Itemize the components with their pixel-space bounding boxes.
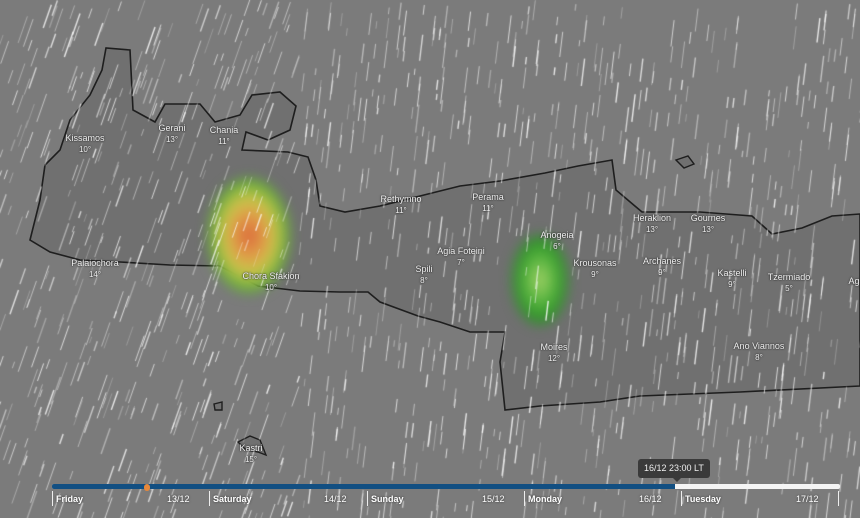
city-label[interactable]: Archanes 9° — [643, 256, 681, 278]
city-name: Gournes — [690, 213, 726, 223]
now-marker[interactable] — [144, 484, 150, 491]
city-label[interactable]: Gerani 13° — [158, 123, 185, 145]
city-name: Agia Foteini — [437, 246, 485, 256]
date-label: 14/12 — [324, 494, 347, 504]
city-temp: 13° — [165, 135, 179, 144]
city-temp: 11° — [482, 204, 494, 213]
city-name: Tzermiado — [767, 272, 811, 282]
city-name: Gerani — [158, 123, 186, 133]
date-label: 15/12 — [482, 494, 505, 504]
day-tick — [838, 491, 839, 506]
city-name: Kastelli — [717, 268, 747, 278]
city-name: Anogeia — [540, 230, 574, 240]
city-name: Perama — [472, 192, 504, 202]
city-label[interactable]: Kissamos 10° — [65, 133, 104, 155]
city-temp: 9° — [658, 268, 666, 277]
date-label: 13/12 — [167, 494, 190, 504]
city-name: Rethymno — [380, 194, 422, 204]
city-temp: 5° — [785, 284, 793, 293]
city-name: Krousonas — [573, 258, 617, 268]
day-tick — [52, 491, 53, 506]
city-temp: 8° — [755, 353, 763, 362]
city-name: Chania — [209, 125, 239, 135]
city-temp: 13° — [701, 225, 715, 234]
day-label[interactable]: Tuesday — [685, 494, 721, 504]
city-temp: 7° — [457, 258, 465, 267]
city-name: Kissamos — [65, 133, 105, 143]
city-temp: 8° — [420, 276, 428, 285]
city-label[interactable]: Kastelli 9° — [717, 268, 746, 290]
day-label[interactable]: Sunday — [371, 494, 404, 504]
city-label[interactable]: Anogeia 6° — [540, 230, 573, 252]
city-label[interactable]: Palaiochora 14° — [71, 258, 119, 280]
city-temp: 6° — [553, 242, 561, 251]
city-temp: 14° — [88, 270, 102, 279]
city-temp: 15° — [244, 455, 258, 464]
city-name: Agi — [848, 276, 860, 286]
city-name: Palaiochora — [71, 258, 119, 268]
date-label: 16/12 — [639, 494, 662, 504]
city-label[interactable]: Agi — [848, 276, 860, 287]
city-label[interactable]: Heraklion 13° — [633, 213, 671, 235]
day-tick — [681, 491, 682, 506]
city-temp: 10° — [264, 283, 278, 292]
city-label[interactable]: Gournes 13° — [691, 213, 726, 235]
city-label[interactable]: Krousonas 9° — [573, 258, 616, 280]
city-label[interactable]: Perama 11° — [472, 192, 504, 214]
day-tick — [524, 491, 525, 506]
city-label[interactable]: Spili 8° — [415, 264, 432, 286]
day-label[interactable]: Monday — [528, 494, 563, 504]
city-label[interactable]: Chora Sfakion 10° — [242, 271, 299, 293]
city-name: Archanes — [642, 256, 682, 266]
day-label[interactable]: Saturday — [213, 494, 252, 504]
city-name: Heraklion — [632, 213, 672, 223]
city-temp: 9° — [591, 270, 599, 279]
city-temp: 11° — [395, 206, 407, 215]
city-temp: 12° — [547, 354, 561, 363]
city-name: Ano Viannos — [733, 341, 785, 351]
timeline-track[interactable] — [52, 484, 840, 489]
city-name: Moires — [540, 342, 568, 352]
day-tick — [367, 491, 368, 506]
city-label[interactable]: Chania 11° — [210, 125, 239, 147]
city-name: Kastri — [239, 443, 263, 453]
city-temp: 13° — [645, 225, 659, 234]
city-label[interactable]: Kastri 15° — [239, 443, 262, 465]
city-temp: 11° — [218, 137, 230, 146]
time-tooltip: 16/12 23:00 LT — [638, 459, 710, 482]
city-label[interactable]: Rethymno 11° — [380, 194, 421, 216]
city-name: Chora Sfakion — [242, 271, 300, 281]
date-label: 17/12 — [796, 494, 819, 504]
city-temp: 9° — [728, 280, 736, 289]
city-name: Spili — [415, 264, 433, 274]
city-label[interactable]: Ano Viannos 8° — [734, 341, 785, 363]
day-tick — [209, 491, 210, 506]
timeline-progress — [52, 484, 675, 489]
city-label[interactable]: Moires 12° — [540, 342, 567, 364]
city-label[interactable]: Agia Foteini 7° — [437, 246, 485, 268]
city-label[interactable]: Tzermiado 5° — [768, 272, 811, 294]
city-temp: 10° — [78, 145, 92, 154]
day-label[interactable]: Friday — [56, 494, 84, 504]
